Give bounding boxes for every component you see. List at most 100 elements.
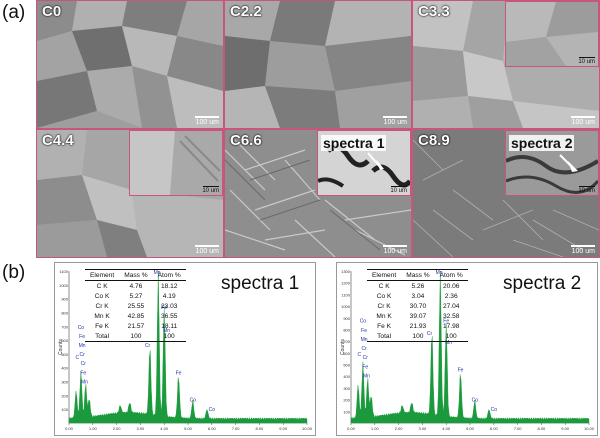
mass-cell: 100 — [412, 332, 424, 340]
mass-cell: 5.27 — [129, 292, 143, 300]
scale-bar: 100 um — [571, 245, 595, 255]
element-cell: Total — [95, 332, 110, 340]
table-row: Co K 3.04 2.36 — [367, 291, 468, 301]
table-row: Fe K 21.57 18.11 — [85, 321, 186, 331]
mass-cell: 39.07 — [409, 312, 427, 320]
element-cell: Total — [377, 332, 392, 340]
micrograph-c6-6: C6.6 spectra 1 10 um 100 um — [224, 129, 412, 258]
y-tick-label: 200 — [343, 398, 350, 403]
inset-scale-bar: 10 um — [578, 186, 595, 194]
micrograph-c0: C0 100 um — [36, 0, 224, 129]
grain-texture — [413, 1, 599, 128]
x-tick-label: 4.00 — [442, 426, 451, 431]
atom-cell: 100 — [445, 332, 457, 340]
y-tick-label: 1100 — [341, 292, 350, 297]
column-header: Element — [372, 271, 397, 279]
atom-cell: 27.04 — [442, 302, 460, 310]
peak-label: C — [75, 355, 79, 361]
magnified-inset: spectra 1 10 um — [317, 130, 411, 196]
peak-label: Fe — [176, 370, 182, 376]
peak-label: Mn — [154, 270, 161, 276]
mass-cell: 4.76 — [129, 282, 143, 290]
peak-label: Fe — [443, 319, 449, 325]
y-tick-label: 200 — [61, 393, 68, 398]
peak-label: Fe — [362, 364, 368, 370]
eds-spectrum-1: 0.00 1.00 2.00 3.00 4.00 5.00 6.00 7.00 8.00 9.00… — [54, 262, 316, 436]
y-tick-label: 100 — [61, 407, 68, 412]
x-tick-label: 2.00 — [113, 426, 122, 431]
magnified-inset: spectra 2 10 um — [505, 130, 599, 196]
eds-spectrum-2: 0.00 1.00 2.00 3.00 4.00 5.00 6.00 7.00 8.00 9.00… — [336, 262, 598, 436]
grain-texture — [225, 1, 411, 128]
atom-cell: 4.19 — [162, 292, 176, 300]
y-tick-label: 800 — [61, 310, 68, 315]
peak-label: Fe — [79, 334, 85, 340]
peak-label: Cr — [79, 352, 85, 358]
x-tick-label: 3.00 — [419, 426, 428, 431]
scale-bar: 100 um — [571, 116, 595, 126]
atom-cell: 23.03 — [160, 302, 178, 310]
y-tick-label: 400 — [343, 374, 350, 379]
element-cell: Mn K — [94, 312, 110, 320]
x-tick-label: 4.00 — [160, 426, 169, 431]
peak-label: Co — [190, 398, 197, 404]
y-tick-label: 700 — [61, 324, 68, 329]
table-row: C K 4.76 18.12 — [85, 281, 186, 292]
mass-cell: 21.93 — [409, 322, 427, 330]
peak-label: Mn — [79, 343, 86, 349]
spectrum-title: spectra 1 — [221, 273, 300, 294]
y-tick-label: 600 — [343, 351, 350, 356]
y-tick-label: 300 — [61, 380, 68, 385]
peak-label: Fe — [80, 370, 86, 376]
micrograph-label: C3.3 — [418, 3, 450, 20]
peak-label: Mn — [163, 328, 170, 334]
atom-cell: 18.11 — [161, 322, 178, 330]
y-tick-label: 500 — [343, 363, 350, 368]
x-tick-label: 5.00 — [466, 426, 475, 431]
micrograph-label: C6.6 — [230, 132, 262, 149]
element-cell: Cr K — [377, 302, 391, 310]
micrograph-label: C4.4 — [42, 132, 74, 149]
element-cell: Fe K — [95, 322, 110, 330]
lamellar-texture — [225, 139, 411, 257]
x-tick-label: 6.00 — [208, 426, 217, 431]
column-header: Atom % — [439, 271, 463, 279]
mass-cell: 3.04 — [411, 292, 425, 300]
x-tick-label: 1.00 — [89, 426, 98, 431]
peak-label: Cr — [145, 343, 151, 349]
table-row: Cr K 25.55 23.03 — [85, 301, 186, 311]
y-tick-label: 100 — [343, 409, 350, 414]
y-tick-label: 1300 — [341, 269, 351, 274]
x-tick-label: 5.00 — [184, 426, 193, 431]
micrograph-label: C8.9 — [418, 132, 450, 149]
y-tick-label: 400 — [61, 366, 68, 371]
y-tick-label: 1000 — [59, 283, 69, 288]
x-tick-label: 9.00 — [279, 426, 288, 431]
element-cell: C K — [378, 282, 390, 290]
y-axis-label: Counts — [58, 339, 64, 355]
table-row: Mn K 42.85 36.55 — [85, 311, 186, 321]
magnified-inset: 10 um — [129, 130, 223, 196]
table-row: Mn K 39.07 32.58 — [367, 311, 468, 321]
spectrum-trace — [68, 270, 308, 424]
mass-cell: 21.57 — [127, 322, 145, 330]
spectrum-trace — [350, 270, 590, 424]
peak-label: Co — [491, 407, 498, 413]
peak-label: Cr — [363, 355, 369, 361]
x-tick-label: 10.00 — [302, 426, 313, 431]
column-header: Atom % — [157, 271, 181, 279]
x-tick-label: 3.00 — [137, 426, 146, 431]
peak-label: Fe — [361, 328, 367, 334]
peak-label: Co — [360, 319, 367, 325]
y-tick-label: 1200 — [341, 281, 351, 286]
scale-bar: 100 um — [195, 116, 219, 126]
x-tick-label: 8.00 — [256, 426, 265, 431]
table-row: Total 100 100 — [367, 331, 468, 342]
element-cell: Co K — [94, 292, 110, 300]
x-tick-label: 0.00 — [65, 426, 74, 431]
peak-label: Fe — [161, 305, 167, 311]
element-cell: Fe K — [377, 322, 392, 330]
y-tick-label: 800 — [343, 327, 350, 332]
peak-label: C — [357, 352, 361, 358]
atom-cell: 18.12 — [160, 282, 178, 290]
